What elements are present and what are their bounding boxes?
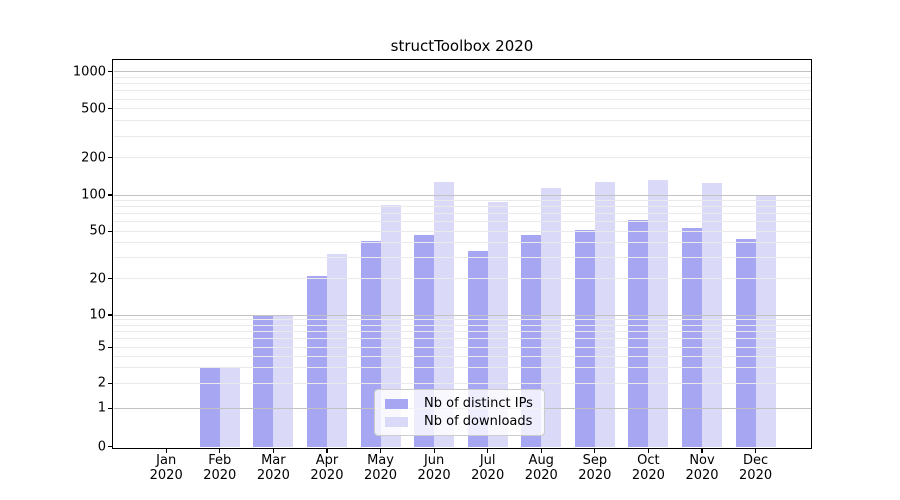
gridline-minor xyxy=(113,382,811,384)
gridline-minor xyxy=(113,324,811,326)
x-tick-label: Jun 2020 xyxy=(417,453,451,483)
y-tick-label: 20 xyxy=(89,271,106,287)
y-tick-label: 2 xyxy=(97,375,106,391)
bar-downloads-oct xyxy=(648,179,669,447)
x-tick-label: Mar 2020 xyxy=(256,453,290,483)
bar-downloads-apr xyxy=(326,254,347,447)
bar-downloads-sep xyxy=(594,181,615,447)
x-tick-label: Jul 2020 xyxy=(471,453,505,483)
legend-item-distinct-ips: Nb of distinct IPs xyxy=(385,396,544,411)
gridline-minor xyxy=(113,319,811,321)
y-tick-mark xyxy=(107,108,113,110)
y-tick-label: 5 xyxy=(97,339,106,355)
x-tick-mark xyxy=(594,448,596,453)
y-tick-mark xyxy=(107,278,113,280)
x-tick-label: May 2020 xyxy=(363,453,398,483)
bar-distinct-ips-oct xyxy=(628,219,649,447)
y-tick-label: 500 xyxy=(81,101,106,117)
y-tick-mark xyxy=(107,314,113,316)
gridline-minor xyxy=(113,338,811,340)
y-tick-label: 100 xyxy=(81,187,106,203)
x-tick-mark xyxy=(754,448,757,453)
gridline-minor xyxy=(113,213,811,215)
gridline-minor xyxy=(113,331,811,333)
legend-swatch-distinct-ips xyxy=(385,398,408,409)
x-tick-mark xyxy=(272,448,274,453)
gridline-major xyxy=(113,71,811,73)
y-tick-mark xyxy=(107,230,113,232)
x-tick-label: Dec 2020 xyxy=(739,453,773,483)
gridline-minor xyxy=(113,157,811,159)
x-tick-mark xyxy=(326,448,328,453)
x-tick-mark xyxy=(487,448,489,453)
legend-item-downloads: Nb of downloads xyxy=(385,414,544,429)
y-tick-label: 50 xyxy=(89,223,106,239)
bar-distinct-ips-dec xyxy=(735,238,756,447)
gridline-minor xyxy=(113,120,811,122)
y-tick-mark xyxy=(107,194,113,196)
gridline-major xyxy=(113,314,811,316)
x-tick-label: Sep 2020 xyxy=(578,453,612,483)
bar-downloads-mar xyxy=(273,315,294,447)
bar-downloads-feb xyxy=(219,367,240,447)
bar-distinct-ips-feb xyxy=(199,367,220,447)
gridline-minor xyxy=(113,199,811,201)
gridline-minor xyxy=(113,108,811,110)
x-tick-mark xyxy=(701,448,703,453)
gridline-minor xyxy=(113,206,811,208)
x-tick-mark xyxy=(433,448,435,453)
gridline-minor xyxy=(113,221,811,223)
y-tick-label: 0 xyxy=(97,439,106,454)
x-tick-label: Apr 2020 xyxy=(310,453,344,483)
y-tick-label: 1 xyxy=(97,400,106,416)
bar-distinct-ips-nov xyxy=(682,228,702,447)
x-tick-mark xyxy=(540,448,542,453)
bar-downloads-jun xyxy=(434,181,455,447)
gridline-minor xyxy=(113,242,811,244)
legend-label-downloads: Nb of downloads xyxy=(424,414,533,429)
bar-downloads-jul xyxy=(487,201,508,447)
gridline-minor xyxy=(113,135,811,137)
gridline-minor xyxy=(113,90,811,92)
gridline-minor xyxy=(113,355,811,357)
x-tick-mark xyxy=(379,448,382,453)
x-tick-label: Nov 2020 xyxy=(685,453,719,483)
x-tick-mark xyxy=(165,448,167,453)
legend-swatch-downloads xyxy=(385,416,408,427)
legend-label-distinct-ips: Nb of distinct IPs xyxy=(424,396,533,411)
bar-downloads-dec xyxy=(755,195,776,447)
gridline-minor xyxy=(113,366,811,368)
y-tick-mark xyxy=(107,346,113,348)
y-tick-label: 10 xyxy=(89,307,106,323)
gridline-minor xyxy=(113,83,811,85)
y-tick-mark xyxy=(107,445,113,448)
y-tick-mark xyxy=(107,407,113,409)
y-tick-mark xyxy=(107,382,113,384)
y-tick-mark xyxy=(107,71,113,73)
x-tick-label: Jan 2020 xyxy=(149,453,183,483)
y-tick-label: 1000 xyxy=(72,64,106,80)
bar-distinct-ips-mar xyxy=(253,315,274,447)
gridline-minor xyxy=(113,257,811,259)
bar-downloads-aug xyxy=(541,187,562,447)
x-tick-mark xyxy=(647,448,649,453)
y-tick-label: 200 xyxy=(81,150,106,166)
gridline-major xyxy=(113,194,811,196)
x-tick-label: Oct 2020 xyxy=(631,453,665,483)
gridline-minor xyxy=(113,346,811,348)
gridline-minor xyxy=(113,230,811,232)
gridline-minor xyxy=(113,98,811,100)
legend: Nb of distinct IPs Nb of downloads xyxy=(374,389,545,436)
chart-title: structToolbox 2020 xyxy=(390,37,534,55)
gridline-minor xyxy=(113,76,811,78)
bar-distinct-ips-apr xyxy=(306,276,327,447)
gridline-minor xyxy=(113,278,811,280)
x-tick-label: Aug 2020 xyxy=(524,453,558,483)
x-tick-label: Feb 2020 xyxy=(203,453,237,483)
x-tick-mark xyxy=(219,448,221,453)
y-tick-mark xyxy=(107,157,113,159)
